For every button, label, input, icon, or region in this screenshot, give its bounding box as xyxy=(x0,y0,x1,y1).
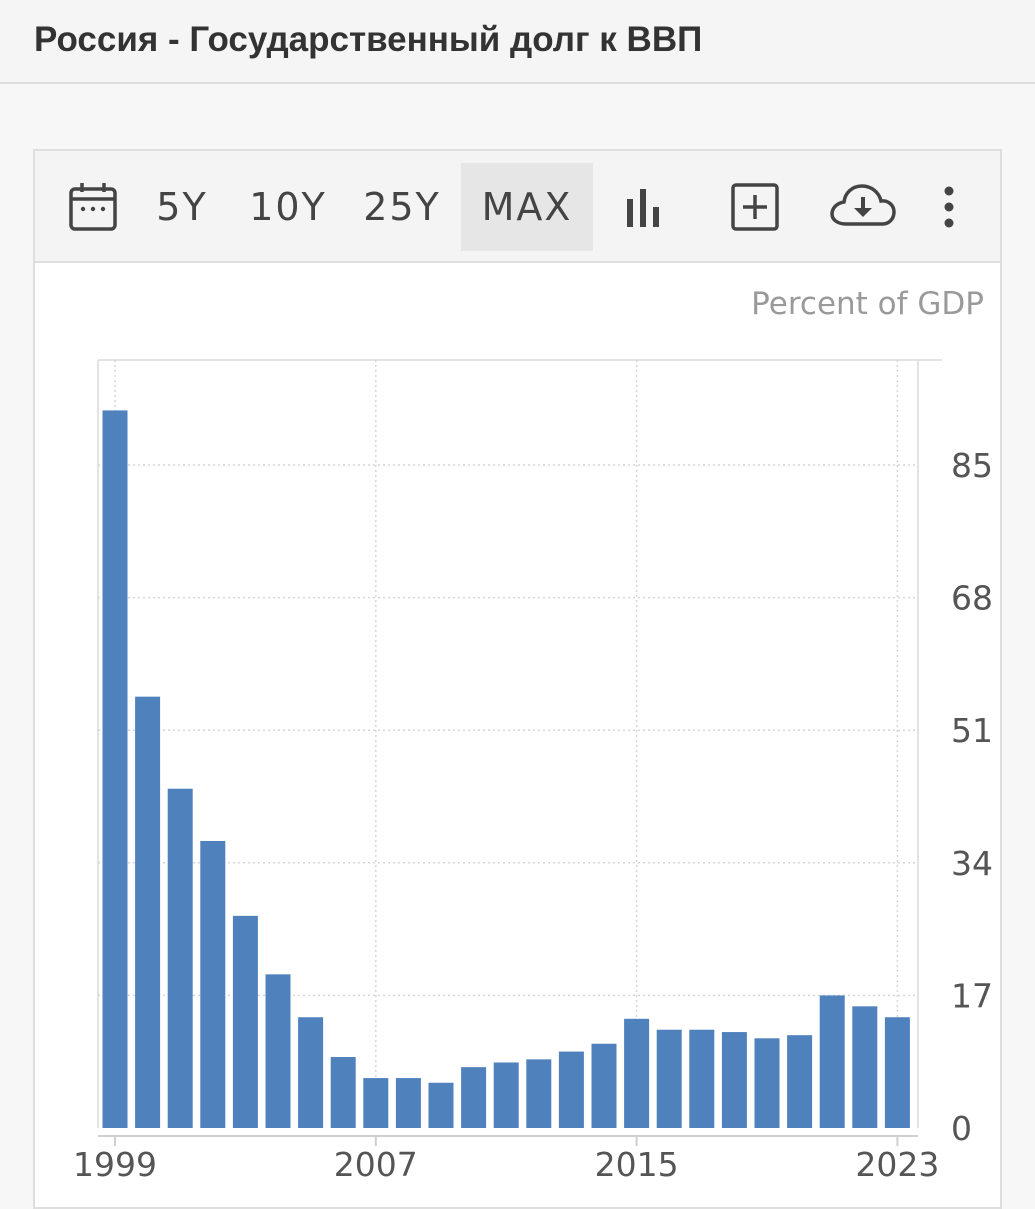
bar-2005 xyxy=(298,1017,324,1128)
bar-2013 xyxy=(558,1051,584,1128)
bar-2011 xyxy=(493,1062,519,1128)
y-tick-label: 34 xyxy=(951,844,993,883)
cloud-download-icon xyxy=(830,184,896,226)
bar-2009 xyxy=(428,1082,454,1128)
y-tick-label: 85 xyxy=(951,446,993,485)
bar-2020 xyxy=(787,1035,813,1128)
range-25y-button[interactable]: 25Y xyxy=(363,185,441,229)
bar-2001 xyxy=(167,788,193,1128)
more-button[interactable] xyxy=(929,163,969,251)
x-tick-label: 2023 xyxy=(855,1145,939,1184)
range-10y-button[interactable]: 10Y xyxy=(249,185,327,229)
compare-button[interactable] xyxy=(723,163,787,251)
bar-2017 xyxy=(689,1029,715,1128)
bar-2003 xyxy=(232,915,258,1128)
page-title: Россия - Государственный долг к ВВП xyxy=(34,20,703,59)
calendar-icon xyxy=(69,183,117,231)
x-tick-label: 2007 xyxy=(334,1145,418,1184)
bar-2012 xyxy=(526,1059,552,1128)
range-max-button[interactable]: MAX xyxy=(461,163,593,251)
more-vertical-icon xyxy=(944,186,954,228)
y-tick-label: 0 xyxy=(951,1109,972,1148)
bar-2007 xyxy=(363,1078,389,1128)
bar-2014 xyxy=(591,1043,617,1128)
bar-2004 xyxy=(265,974,291,1128)
bar-2006 xyxy=(330,1057,356,1128)
plus-square-icon xyxy=(731,183,779,231)
bar-2023 xyxy=(884,1017,910,1128)
bar-chart-icon xyxy=(627,189,659,227)
bar-2021 xyxy=(819,995,845,1128)
bar-2018 xyxy=(721,1032,747,1128)
x-tick-label: 2015 xyxy=(595,1145,679,1184)
download-button[interactable] xyxy=(825,163,901,251)
y-tick-label: 51 xyxy=(951,711,993,750)
y-tick-label: 17 xyxy=(951,976,993,1015)
bar-2016 xyxy=(656,1029,682,1128)
bar-2019 xyxy=(754,1038,780,1128)
bar-2015 xyxy=(624,1018,650,1128)
x-tick-label: 1999 xyxy=(73,1145,157,1184)
bar-2008 xyxy=(395,1078,421,1128)
bar-2010 xyxy=(461,1067,487,1128)
range-5y-button[interactable]: 5Y xyxy=(156,185,208,229)
bar-2000 xyxy=(135,696,161,1128)
chart-toolbar: 5Y 10Y 25Y MAX xyxy=(35,151,1000,263)
bar-1999 xyxy=(102,410,128,1128)
bar-2022 xyxy=(852,1006,878,1128)
page-header: Россия - Государственный долг к ВВП xyxy=(0,0,1035,84)
calendar-button[interactable] xyxy=(61,163,125,251)
chart-type-button[interactable] xyxy=(613,163,673,251)
unit-label: Percent of GDP xyxy=(751,286,984,322)
y-tick-label: 68 xyxy=(951,579,993,618)
bar-2002 xyxy=(200,840,226,1128)
